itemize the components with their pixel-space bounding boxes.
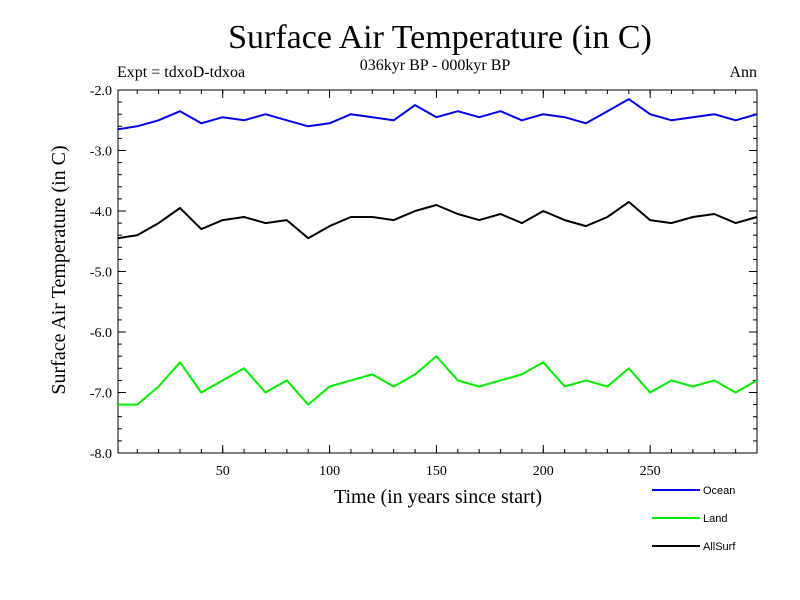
legend: Ocean Land AllSurf <box>652 485 736 553</box>
y-tick-label: -5.0 <box>90 266 112 281</box>
y-tick-label: -4.0 <box>90 205 112 220</box>
experiment-label: Expt = tdxoD-tdxoa <box>117 64 245 81</box>
y-axis-label: Surface Air Temperature (in C) <box>48 145 70 394</box>
series-line-land <box>118 355 758 406</box>
y-tick-label: -8.0 <box>90 447 112 462</box>
legend-label-ocean: Ocean <box>703 485 735 497</box>
minor-ticks <box>118 89 758 454</box>
legend-label-allsurf: AllSurf <box>703 541 736 553</box>
x-tick-label: 250 <box>640 464 661 479</box>
chart-title: Surface Air Temperature (in C) <box>228 19 652 56</box>
chart-subtitle: 036kyr BP - 000kyr BP <box>360 57 511 74</box>
series-line-ocean <box>117 98 758 131</box>
x-axis-label: Time (in years since start) <box>334 486 542 508</box>
y-tick-label: -7.0 <box>90 387 112 402</box>
x-tick-label: 100 <box>319 464 340 479</box>
plot-frame <box>117 89 758 454</box>
series-line-allsurf <box>117 200 758 240</box>
plot-area: -8.0 -7.0 -6.0 -5.0 -4.0 -3.0 -2.0 50 100 150 200 2… <box>90 84 758 479</box>
x-tick-label: 150 <box>426 464 447 479</box>
season-label: Ann <box>729 64 757 81</box>
y-tick-label: -3.0 <box>90 145 112 160</box>
x-tick-label: 50 <box>216 464 230 479</box>
x-tick-label: 200 <box>533 464 554 479</box>
legend-label-land: Land <box>703 513 727 525</box>
y-tick-label: -2.0 <box>90 84 112 99</box>
y-tick-label: -6.0 <box>90 326 112 341</box>
